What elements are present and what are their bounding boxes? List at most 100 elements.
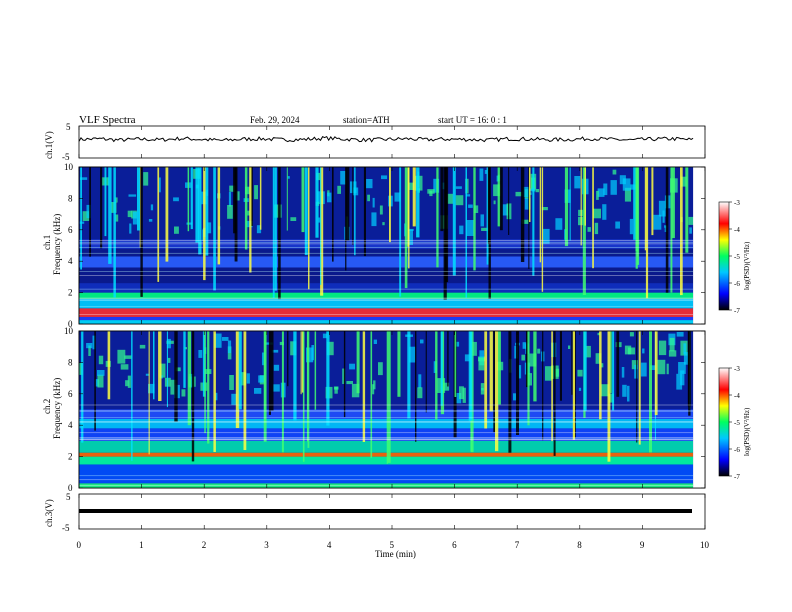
spectrogram-streak [487,167,490,244]
spectrogram-streak [363,167,366,257]
spectrogram-noise [409,346,416,363]
spectrogram-noise [373,339,377,344]
spectrogram-streak [190,167,193,230]
spectrogram-streak [174,331,178,422]
spectrogram-streak [139,167,141,248]
spectrogram-noise [465,194,471,197]
spectrogram-noise [555,218,563,230]
spectrogram-noise [630,184,636,190]
spectrogram-noise [247,210,250,216]
ch3-ytick-bottom: -5 [62,523,70,533]
spectrogram-noise [640,362,647,377]
spectrogram-streak [388,331,391,463]
spectrogram-streak [425,331,427,413]
spec-ytick-label: 0 [68,483,73,493]
spectrogram-streak [386,331,388,464]
ch2-spectrogram-image [79,331,705,488]
spectrogram-noise [587,227,591,232]
spectrogram-noise [254,185,258,200]
spectrogram-noise [662,210,665,223]
spectrogram-noise [688,216,695,225]
spectrogram-noise [120,364,129,370]
spectrogram-streak [191,331,195,462]
spectrogram-noise [125,380,129,387]
spectrogram-streak [633,167,636,240]
spectrogram-noise [417,387,423,399]
spectrogram-noise [184,347,187,350]
spectrogram-streak [508,331,512,453]
spectrogram-noise [624,345,632,355]
spectrogram-noise [97,374,104,388]
spectrogram-streak [326,331,330,426]
spectrogram-streak [416,167,420,238]
spectrogram-noise [603,183,608,196]
spectrogram-noise [150,204,154,211]
spectrogram-noise [159,363,166,378]
spec-ytick-label: 6 [68,389,73,399]
spectrogram-streak [553,331,556,456]
ch1-waveform-panel: 5 -5 ch.1(V) [44,122,706,162]
spectrogram-noise [513,393,517,401]
colorbar-tick-label: -3 [734,365,740,373]
spec-ytick-label: 8 [68,193,73,203]
spectrogram-streak [572,331,575,440]
spectrogram-noise [627,385,630,402]
spectrogram-streak [187,331,192,426]
spectrogram-noise [474,205,479,213]
spectrogram-noise [600,384,609,397]
spectrogram-streak [80,167,82,270]
spectrogram-noise [143,172,149,186]
spectrogram-streak [345,167,350,241]
spectrogram-noise [597,188,605,197]
spectrogram-streak [243,331,247,450]
colorbar-tick-label: -6 [734,280,740,288]
spectrogram-streak [207,331,210,444]
spectrogram-streak [407,331,411,419]
spectrogram-band [79,428,694,441]
spectrogram-streak [399,167,402,297]
spectrogram-streak [528,167,530,269]
spectrogram-noise [629,332,634,337]
spectrogram-band [79,256,694,268]
spectrogram-noise [127,375,131,388]
spectrogram-noise [600,363,604,368]
spectrogram-noise [342,368,346,384]
colorbar-tick-label: -6 [734,446,740,454]
spectrogram-noise [683,343,687,355]
spectrogram-streak [320,167,322,285]
spectrogram-noise [502,204,510,216]
colorbar-tick-label: -5 [734,253,740,261]
spectrogram-noise [322,333,328,339]
spectrogram-streak [527,331,530,426]
spectrogram-noise [522,342,528,349]
spectrogram-streak [542,331,544,441]
spectrogram-streak [685,167,689,253]
spectrogram-noise [524,197,531,210]
spectrogram-noise [462,387,466,403]
spectrogram-streak [651,167,654,236]
spectrogram-streak [332,167,334,262]
spectrogram-streak [671,167,675,239]
spectrogram-band [79,292,694,299]
spectrogram-noise [418,374,422,389]
spectrogram-streak [493,331,496,433]
spectrogram-streak [435,331,438,420]
spectrogram-streak [497,167,501,227]
ch1-waveform-line [78,135,694,143]
spectrogram-noise [481,227,489,231]
spectrogram-streak [649,331,652,453]
spectrogram-streak [249,167,252,273]
spectrogram-streak [486,167,489,265]
spectrogram-noise [207,222,212,234]
colorbar-tick-label: -7 [734,473,740,481]
spectrogram-streak [301,167,305,233]
spectrogram-noise [132,211,138,225]
spectrogram-streak [198,167,202,255]
spectrogram-noise [585,345,591,358]
spectrogram-streak [454,331,457,397]
spectrogram-streak [499,167,503,231]
spectrogram-noise [427,189,435,194]
spectrogram-band [79,440,694,453]
spectrogram-noise [229,375,234,390]
spectrogram-streak [306,331,309,442]
